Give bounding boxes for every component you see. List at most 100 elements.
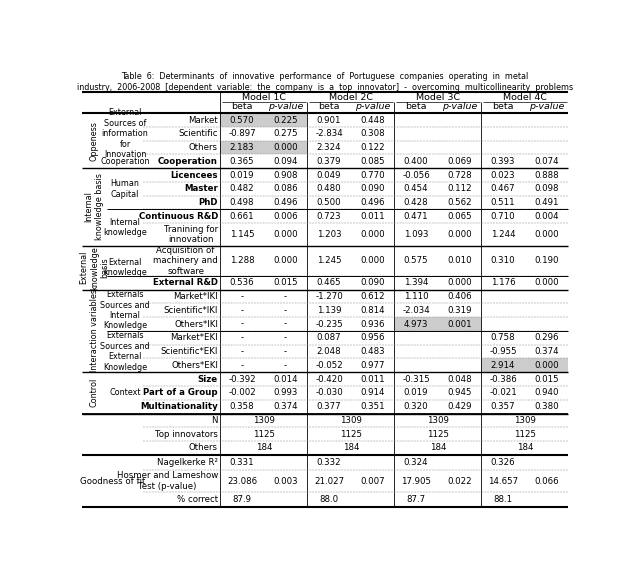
Text: 0.482: 0.482: [230, 184, 254, 193]
Text: 0.066: 0.066: [534, 477, 559, 486]
Text: 1309: 1309: [340, 416, 362, 425]
Text: -: -: [240, 306, 243, 314]
Text: Scientific: Scientific: [179, 129, 218, 138]
Text: -: -: [284, 292, 287, 301]
Text: -2.034: -2.034: [402, 306, 430, 314]
Text: beta: beta: [405, 103, 427, 111]
Text: 0.098: 0.098: [534, 184, 559, 193]
Text: % correct: % correct: [177, 496, 218, 504]
Text: -0.030: -0.030: [315, 388, 343, 398]
Text: 0.814: 0.814: [360, 306, 385, 314]
Text: 0.225: 0.225: [273, 115, 298, 125]
Text: -: -: [284, 334, 287, 342]
Text: Others*EKI: Others*EKI: [171, 361, 218, 370]
Text: 2.183: 2.183: [230, 143, 254, 152]
Text: 0.365: 0.365: [230, 157, 254, 166]
Text: 1.093: 1.093: [404, 230, 429, 239]
Text: -: -: [284, 320, 287, 328]
Text: 0.296: 0.296: [534, 334, 559, 342]
Text: beta: beta: [492, 103, 514, 111]
Text: 0.393: 0.393: [491, 157, 515, 166]
Text: -0.235: -0.235: [315, 320, 343, 328]
Text: 0.496: 0.496: [273, 198, 298, 207]
Text: 0.000: 0.000: [534, 230, 559, 239]
Text: 0.048: 0.048: [447, 374, 472, 384]
Text: 0.019: 0.019: [230, 171, 254, 179]
Text: 0.448: 0.448: [360, 115, 385, 125]
Text: 0.019: 0.019: [404, 388, 429, 398]
Text: -0.052: -0.052: [315, 361, 343, 370]
Text: 0.723: 0.723: [317, 212, 341, 221]
Text: 0.940: 0.940: [534, 388, 559, 398]
Text: Externals
Sources and
External
Knowledge: Externals Sources and External Knowledge: [100, 331, 150, 372]
Text: Others: Others: [189, 143, 218, 152]
Text: 0.090: 0.090: [360, 278, 385, 287]
Text: -0.955: -0.955: [489, 347, 517, 356]
Text: 0.069: 0.069: [447, 157, 472, 166]
Text: Market*IKI: Market*IKI: [173, 292, 218, 301]
Text: 1309: 1309: [427, 416, 449, 425]
Text: 0.310: 0.310: [491, 256, 515, 265]
Text: -1.270: -1.270: [315, 292, 343, 301]
Text: -: -: [284, 361, 287, 370]
Text: Multinationality: Multinationality: [140, 402, 218, 411]
Text: Human
Capital: Human Capital: [110, 179, 139, 198]
Text: 0.085: 0.085: [360, 157, 385, 166]
Text: 0.000: 0.000: [273, 256, 298, 265]
Text: Control: Control: [90, 379, 99, 407]
Text: 0.275: 0.275: [273, 129, 298, 138]
Text: 0.945: 0.945: [447, 388, 472, 398]
Text: 1.394: 1.394: [404, 278, 429, 287]
Text: 0.000: 0.000: [273, 143, 298, 152]
Text: 0.326: 0.326: [491, 458, 515, 467]
Text: 0.936: 0.936: [360, 320, 385, 328]
Text: 0.324: 0.324: [404, 458, 429, 467]
Text: 0.374: 0.374: [534, 347, 559, 356]
Text: 0.562: 0.562: [447, 198, 472, 207]
Text: -0.386: -0.386: [489, 374, 517, 384]
Text: 0.011: 0.011: [360, 374, 385, 384]
Text: Model 3C: Model 3C: [416, 93, 460, 102]
Bar: [220, 113, 264, 127]
Text: 0.511: 0.511: [491, 198, 515, 207]
Text: Acquisition of
machinery and
software: Acquisition of machinery and software: [153, 246, 218, 276]
Text: 2.914: 2.914: [491, 361, 515, 370]
Text: 0.358: 0.358: [230, 402, 254, 411]
Text: Master: Master: [184, 184, 218, 193]
Text: 0.977: 0.977: [360, 361, 385, 370]
Text: 0.379: 0.379: [317, 157, 341, 166]
Text: 1125: 1125: [514, 430, 536, 439]
Text: p-value: p-value: [442, 103, 477, 111]
Text: 0.003: 0.003: [273, 477, 298, 486]
Text: 0.496: 0.496: [360, 198, 385, 207]
Text: 184: 184: [517, 443, 533, 452]
Text: External
Sources of
information
for
Innovation: External Sources of information for Inno…: [101, 108, 148, 159]
Text: 0.908: 0.908: [273, 171, 298, 179]
Text: -: -: [240, 334, 243, 342]
Text: 88.1: 88.1: [493, 496, 513, 504]
Bar: [481, 358, 525, 372]
Text: 23.086: 23.086: [227, 477, 257, 486]
Text: 2.048: 2.048: [317, 347, 341, 356]
Text: 0.758: 0.758: [491, 334, 515, 342]
Text: 0.010: 0.010: [447, 256, 472, 265]
Text: Continuous R&D: Continuous R&D: [139, 212, 218, 221]
Text: 0.491: 0.491: [534, 198, 559, 207]
Text: 17.905: 17.905: [401, 477, 431, 486]
Text: beta: beta: [318, 103, 340, 111]
Text: 0.770: 0.770: [360, 171, 385, 179]
Text: 0.400: 0.400: [404, 157, 429, 166]
Text: 1.245: 1.245: [317, 256, 341, 265]
Text: 1125: 1125: [253, 430, 275, 439]
Text: Goodness of fit: Goodness of fit: [79, 477, 145, 486]
Text: 0.308: 0.308: [360, 129, 385, 138]
Text: 0.406: 0.406: [447, 292, 472, 301]
Text: 0.467: 0.467: [491, 184, 515, 193]
Text: Oppeness: Oppeness: [90, 121, 99, 160]
Text: Size: Size: [198, 374, 218, 384]
Text: -0.420: -0.420: [315, 374, 343, 384]
Text: 0.465: 0.465: [317, 278, 341, 287]
Text: Table  6:  Determinants  of  innovative  performance  of  Portuguese  companies : Table 6: Determinants of innovative perf…: [77, 72, 573, 92]
Text: External R&D: External R&D: [153, 278, 218, 287]
Text: 0.351: 0.351: [360, 402, 385, 411]
